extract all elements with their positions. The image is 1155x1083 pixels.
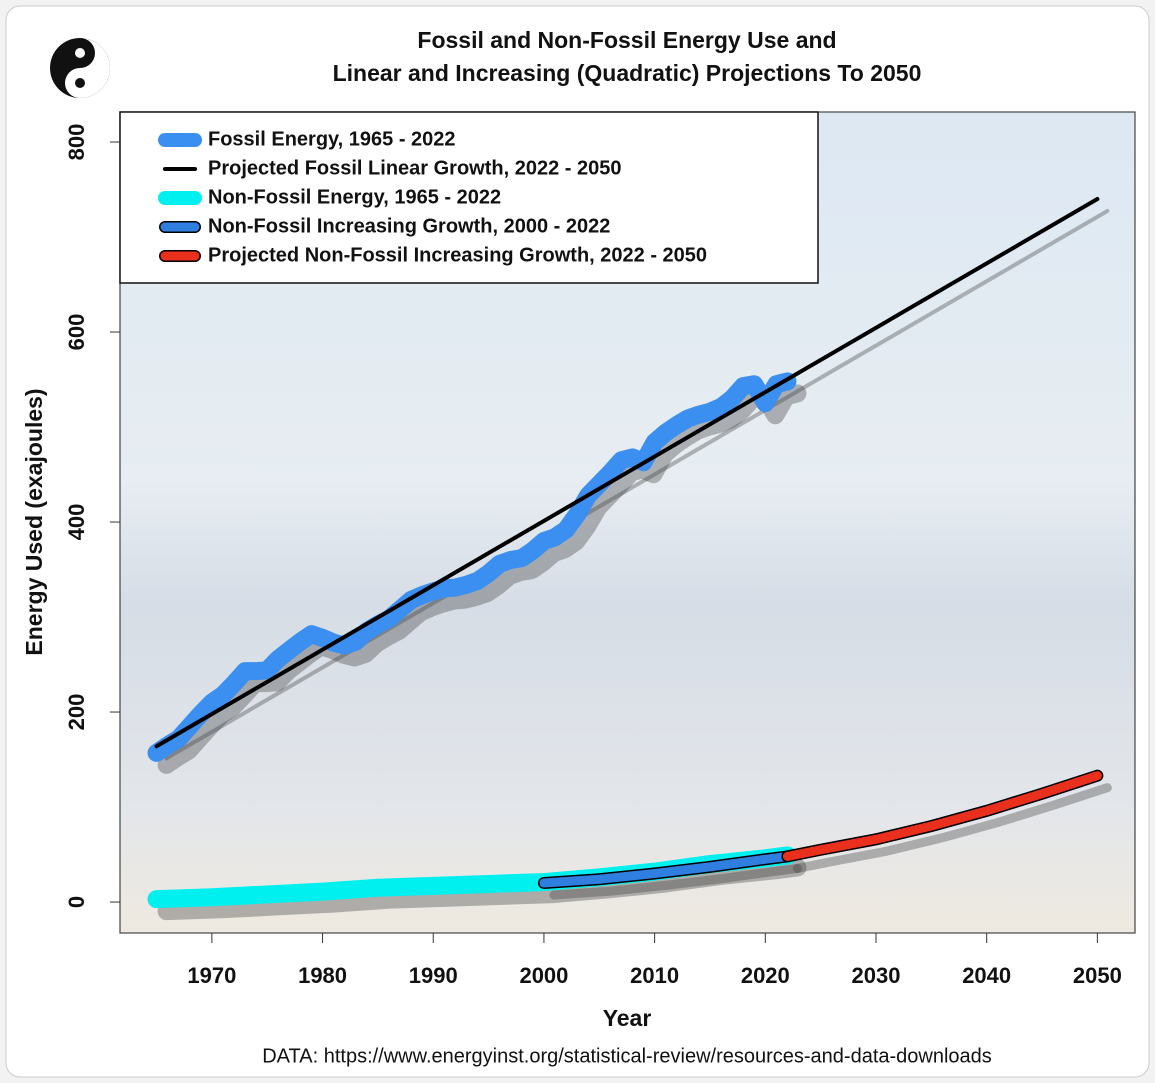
x-tick-label: 2040 (962, 963, 1011, 988)
line-shadow (164, 209, 1110, 761)
legend: Fossil Energy, 1965 - 2022 Projected Foss… (119, 111, 819, 284)
x-tick-label: 2010 (630, 963, 679, 988)
x-tick-label: 2020 (741, 963, 790, 988)
legend-label: Fossil Energy, 1965 - 2022 (208, 128, 456, 150)
x-tick-label: 1970 (187, 963, 236, 988)
logo (50, 38, 110, 98)
chart-subtitle: Linear and Increasing (Quadratic) Projec… (333, 60, 922, 86)
y-tick-label: 200 (64, 694, 89, 731)
y-tick-label: 800 (64, 124, 89, 161)
legend-box (119, 111, 819, 284)
line-shadow (792, 783, 1112, 873)
x-tick-label: 1990 (409, 963, 458, 988)
y-axis-label: Energy Used (exajoules) (21, 388, 47, 655)
legend-label: Non-Fossil Increasing Growth, 2000 - 202… (208, 215, 610, 237)
x-tick-label: 2030 (852, 963, 901, 988)
x-axis-label: Year (603, 1005, 652, 1031)
series-line (154, 197, 1100, 749)
legend-label: Projected Fossil Linear Growth, 2022 - 2… (208, 157, 622, 179)
y-tick-label: 400 (64, 504, 89, 541)
legend-label: Non-Fossil Energy, 1965 - 2022 (208, 186, 501, 208)
line-shadow (157, 858, 807, 921)
line-shadow (549, 863, 802, 900)
series-line (147, 372, 797, 762)
x-tick-label: 2000 (519, 963, 568, 988)
legend-label: Projected Non-Fossil Increasing Growth, … (208, 244, 707, 266)
series-line (539, 851, 792, 888)
y-tick-label: 0 (64, 896, 89, 908)
series-line (782, 771, 1102, 861)
chart-title: Fossil and Non-Fossil Energy Use and (417, 27, 836, 53)
plot (147, 197, 1112, 921)
source-note: DATA: https://www.energyinst.org/statist… (262, 1045, 992, 1067)
x-tick-label: 2050 (1073, 963, 1122, 988)
x-tick-label: 1980 (298, 963, 347, 988)
y-tick-label: 600 (64, 314, 89, 351)
